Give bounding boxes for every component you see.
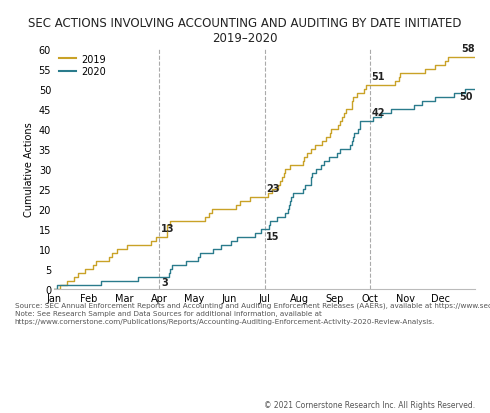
2020 — [347, 147, 353, 152]
Text: 58: 58 — [461, 44, 475, 54]
Line: 2019: 2019 — [54, 57, 475, 289]
Text: 23: 23 — [267, 183, 280, 193]
Text: 13: 13 — [161, 223, 174, 233]
Y-axis label: Cumulative Actions: Cumulative Actions — [24, 122, 34, 216]
2020 — [355, 131, 361, 136]
2020 — [210, 251, 216, 256]
2019 — [51, 287, 57, 292]
Text: 51: 51 — [372, 71, 385, 81]
2020 — [288, 195, 294, 200]
2019 — [209, 207, 215, 212]
Text: 50: 50 — [460, 92, 473, 102]
2019 — [335, 127, 341, 132]
2020 — [472, 87, 478, 92]
Text: SEC ACTIONS INVOLVING ACCOUNTING AND AUDITING BY DATE INITIATED
2019–2020: SEC ACTIONS INVOLVING ACCOUNTING AND AUD… — [28, 17, 462, 45]
Text: 3: 3 — [161, 277, 168, 287]
2019 — [93, 263, 98, 268]
2020 — [378, 115, 384, 120]
Text: © 2021 Cornerstone Research Inc. All Rights Reserved.: © 2021 Cornerstone Research Inc. All Rig… — [264, 400, 475, 409]
2019 — [472, 55, 478, 60]
2019 — [445, 55, 451, 60]
Text: 42: 42 — [372, 107, 385, 117]
2019 — [148, 239, 154, 244]
2020 — [462, 87, 468, 92]
2019 — [343, 107, 349, 112]
Text: Source: SEC Annual Enforcement Reports and Accounting and Auditing Enforcement R: Source: SEC Annual Enforcement Reports a… — [15, 301, 490, 324]
2019 — [349, 103, 355, 108]
Line: 2020: 2020 — [54, 90, 475, 289]
Legend: 2019, 2020: 2019, 2020 — [59, 55, 106, 77]
2020 — [51, 287, 57, 292]
Text: 15: 15 — [267, 231, 280, 241]
2020 — [218, 243, 223, 248]
